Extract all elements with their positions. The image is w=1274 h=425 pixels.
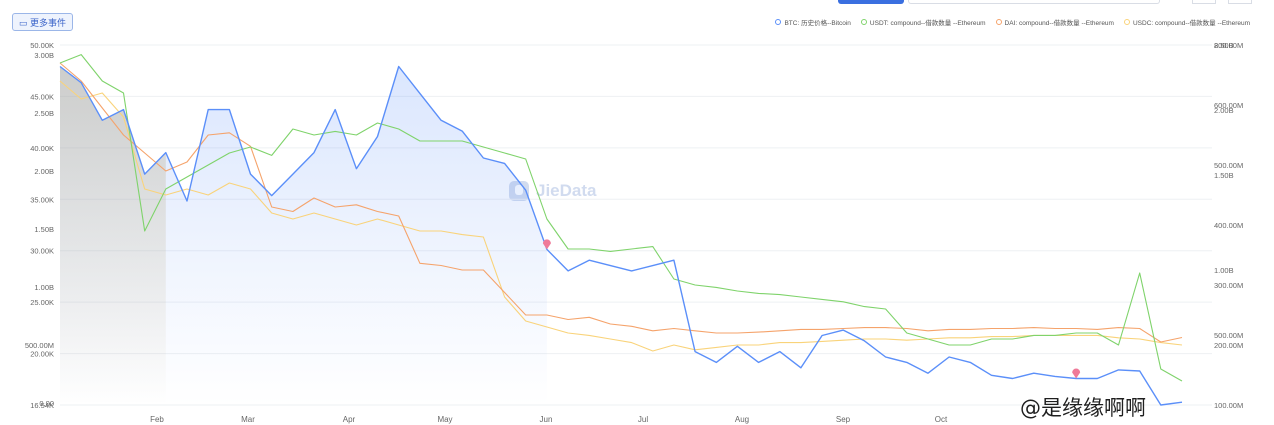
y-tick-label-btc: 30.00K — [30, 247, 54, 256]
x-tick-label: Jul — [638, 415, 648, 424]
series-line-dai — [59, 62, 1183, 343]
x-tick-label: Mar — [241, 415, 255, 424]
series-line-usdt — [59, 54, 1183, 382]
x-tick-label: Sep — [836, 415, 851, 424]
x-tick-label: Oct — [935, 415, 948, 424]
legend-marker — [995, 19, 1002, 25]
legend-label: USDC: compound--借款数量 --Ethereum — [1132, 20, 1250, 27]
x-axis: Feb Mar Apr May Jun Jul Aug Sep Oct — [150, 415, 948, 424]
top-search-input[interactable] — [908, 0, 1160, 4]
y-tick-label-usdt: 500.00M — [25, 341, 54, 350]
legend-item-dai[interactable]: DAI: compound--借款数量 --Ethereum — [995, 17, 1114, 27]
right-axis: 2.50B 2.00B 1.50B 1.00B 500.00M 800.00M 600.00… — [1214, 41, 1243, 410]
y-tick-label-usdc: 1.00B — [1214, 266, 1234, 275]
series-line-usdc — [59, 80, 1183, 352]
legend-label: DAI: compound--借款数量 --Ethereum — [1004, 20, 1114, 27]
y-tick-label-btc: 35.00K — [30, 195, 54, 204]
y-tick-label-btc: 40.00K — [30, 144, 54, 153]
more-events-button[interactable]: ▭ 更多事件 — [12, 13, 73, 31]
y-tick-label-btc: 20.00K — [30, 350, 54, 359]
y-tick-label-usdt: 1.50B — [34, 225, 54, 234]
more-events-label: 更多事件 — [30, 18, 67, 28]
legend-item-btc[interactable]: BTC: 历史价格--Bitcoin — [775, 17, 851, 27]
y-tick-label-usdt: 2.00B — [34, 167, 54, 176]
start-area — [60, 66, 166, 405]
left-axis: 50.00K 45.00K 40.00K 35.00K 30.00K 25.00K 20.0… — [25, 41, 54, 410]
legend-item-usdt[interactable]: USDT: compound--借款数量 --Ethereum — [860, 17, 986, 27]
legend-item-usdc[interactable]: USDC: compound--借款数量 --Ethereum — [1123, 17, 1250, 27]
y-tick-label-dai: 100.00M — [1214, 401, 1243, 410]
y-tick-label-btc: 50.00K — [30, 41, 54, 50]
x-tick-label: Feb — [150, 415, 164, 424]
y-tick-label-btc: 25.00K — [30, 298, 54, 307]
x-tick-label: Apr — [343, 415, 356, 424]
brand-watermark-text: JieData — [536, 181, 597, 200]
y-tick-label-dai: 500.00M — [1214, 161, 1243, 170]
btc-area — [60, 66, 547, 405]
y-tick-label-usdt: 0.00 — [39, 399, 54, 408]
legend-marker — [1123, 19, 1130, 25]
event-markers — [542, 239, 1081, 379]
y-tick-label-usdt: 3.00B — [34, 51, 54, 60]
y-tick-label-dai: 800.00M — [1214, 41, 1243, 50]
y-tick-label-usdc: 2.50B — [1214, 41, 1234, 50]
caption-watermark: @是缘缘啊啊 — [1020, 396, 1146, 420]
y-tick-label-btc: 16.54K — [30, 401, 54, 410]
y-tick-label-usdt: 1.00B — [34, 283, 54, 292]
y-tick-label-usdt: 2.50B — [34, 109, 54, 118]
legend-marker — [775, 19, 782, 25]
y-tick-label-usdc: 1.50B — [1214, 171, 1234, 180]
x-tick-label: Aug — [735, 415, 749, 424]
series-areas — [60, 66, 547, 405]
y-tick-label-btc: 45.00K — [30, 92, 54, 101]
series-line-btc — [59, 65, 1183, 406]
y-tick-label-dai: 300.00M — [1214, 281, 1243, 290]
top-button[interactable] — [1228, 0, 1252, 4]
calendar-icon: ▭ — [18, 18, 30, 28]
y-tick-label-dai: 400.00M — [1214, 221, 1243, 230]
event-marker-pin — [542, 239, 551, 250]
x-tick-label: May — [437, 415, 452, 424]
x-tick-label: Jun — [540, 415, 553, 424]
y-tick-label-dai: 600.00M — [1214, 101, 1243, 110]
legend-marker — [860, 19, 867, 25]
chart-legend: BTC: 历史价格--Bitcoin USDT: compound--借款数量 … — [775, 17, 1250, 27]
y-tick-label-usdc: 2.00B — [1214, 106, 1234, 115]
top-button[interactable] — [1192, 0, 1216, 4]
y-tick-label-dai: 200.00M — [1214, 341, 1243, 350]
legend-label: USDT: compound--借款数量 --Ethereum — [869, 20, 986, 27]
event-marker-pin — [1072, 368, 1081, 379]
series-lines — [59, 54, 1183, 406]
top-tab-active[interactable] — [838, 0, 904, 4]
y-tick-label-usdc: 500.00M — [1214, 331, 1243, 340]
legend-label: BTC: 历史价格--Bitcoin — [784, 20, 851, 27]
